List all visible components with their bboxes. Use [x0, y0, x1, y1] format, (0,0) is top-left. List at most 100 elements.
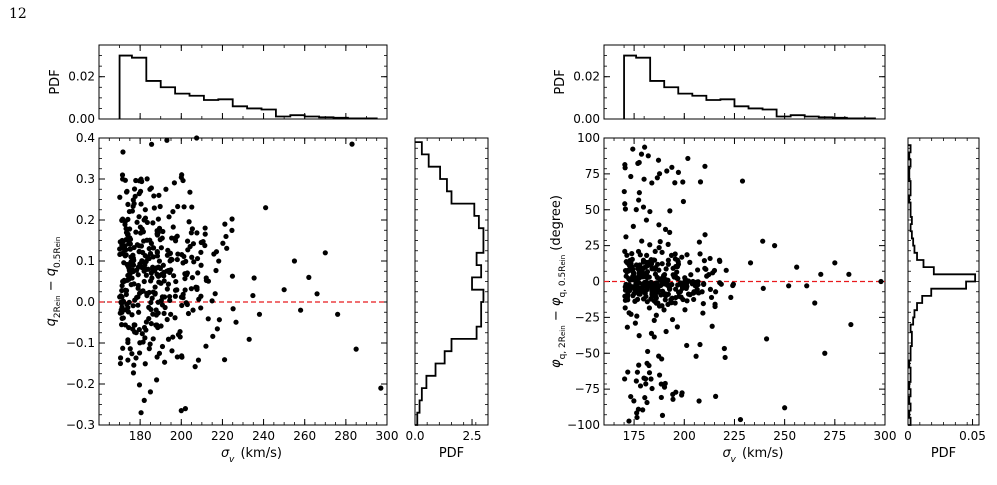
scatter-point [129, 312, 135, 318]
scatter-point [214, 326, 220, 332]
scatter-point [125, 337, 131, 343]
scatter-point [298, 307, 304, 313]
scatter-point [633, 207, 639, 213]
scatter-point [127, 346, 133, 352]
scatter-point [624, 324, 630, 330]
scatter-point [699, 289, 705, 295]
scatter-point [648, 262, 654, 268]
scatter-point [661, 271, 668, 278]
scatter-point [129, 351, 135, 357]
scatter-point [832, 260, 838, 266]
scatter-point [667, 286, 673, 292]
scatter-point [141, 397, 147, 403]
scatter-point [626, 267, 632, 273]
scatter-point [629, 251, 635, 257]
scatter-point [157, 203, 163, 210]
scatter-point [794, 264, 800, 270]
scatter-point [150, 311, 156, 317]
scatter-point [162, 359, 168, 365]
y-axis-label: q2Rein − q0.5Rein [44, 237, 63, 327]
scatter-point [622, 376, 628, 382]
scatter-point [146, 346, 152, 352]
scatter-point [651, 334, 657, 340]
scatter-point [173, 278, 179, 285]
scatter-point [168, 256, 174, 262]
scatter-point [174, 354, 180, 360]
scatter-point [664, 168, 670, 174]
scatter-point [126, 241, 132, 247]
scatter-point [148, 320, 154, 327]
scatter-point [669, 316, 676, 323]
scatter-point [652, 248, 658, 255]
scatter-point [760, 285, 766, 292]
scatter-point [631, 398, 637, 404]
y-axis-label: PDF [553, 69, 568, 94]
scatter-point [709, 323, 715, 329]
scatter-point [165, 267, 172, 274]
scatter-point [155, 216, 161, 222]
scatter-point [696, 398, 702, 404]
y-tick-label: −100 [567, 418, 600, 432]
scatter-point [625, 369, 631, 375]
scatter-point [144, 292, 150, 299]
scatter-point [123, 291, 129, 298]
scatter-point [636, 197, 642, 203]
scatter-point [131, 362, 137, 368]
x-tick-label: 300 [874, 429, 897, 443]
scatter-point [634, 284, 640, 290]
scatter-point [193, 284, 199, 290]
scatter-point [680, 179, 686, 185]
scatter-point [643, 381, 649, 387]
scatter-point [622, 305, 628, 311]
scatter-point [630, 223, 636, 229]
scatter-point [213, 267, 219, 274]
scatter-point [626, 310, 632, 316]
scatter-point [175, 203, 181, 210]
scatter-point [639, 238, 645, 244]
scatter-point [159, 302, 166, 308]
scatter-point [143, 272, 149, 278]
scatter-point [134, 219, 140, 225]
scatter-point [126, 208, 133, 215]
scatter-point [665, 257, 671, 263]
y-tick-label: −75 [575, 382, 600, 396]
scatter-point [179, 172, 185, 178]
scatter-point [684, 298, 690, 304]
scatter-point [182, 406, 188, 412]
scatter-point [156, 258, 163, 264]
scatter-point [641, 265, 647, 271]
scatter-point [633, 262, 640, 268]
scatter-point [120, 345, 126, 351]
scatter-point [127, 226, 133, 232]
scatter-point [165, 281, 172, 287]
y-tick-label: 0.4 [76, 131, 95, 145]
scatter-point [189, 226, 195, 232]
scatter-point [133, 355, 139, 361]
scatter-point [185, 310, 192, 317]
scatter-point [230, 306, 236, 312]
x-tick-label: 300 [376, 429, 399, 443]
scatter-point [804, 283, 810, 289]
scatter-point [168, 311, 174, 317]
scatter-point [672, 300, 678, 306]
scatter-point [651, 317, 657, 323]
y-axis-label: φq, 2Rein − φq, 0.5Rein (degree) [549, 195, 568, 368]
scatter-point [130, 203, 136, 209]
scatter-point [131, 244, 137, 251]
scatter-point [183, 258, 189, 264]
scatter-point [120, 278, 126, 285]
scatter-point [702, 232, 708, 238]
scatter-point [662, 226, 669, 232]
scatter-point [730, 281, 736, 287]
x-axis-label: PDF [439, 446, 464, 461]
scatter-point [192, 364, 198, 370]
scatter-point [653, 312, 659, 318]
scatter-point [146, 246, 152, 252]
scatter-point [656, 245, 662, 251]
y-tick-label: −25 [575, 310, 600, 324]
scatter-point [621, 188, 627, 195]
scatter-point [202, 225, 208, 231]
scatter-point [626, 276, 632, 282]
y-tick-label: −50 [575, 346, 600, 360]
